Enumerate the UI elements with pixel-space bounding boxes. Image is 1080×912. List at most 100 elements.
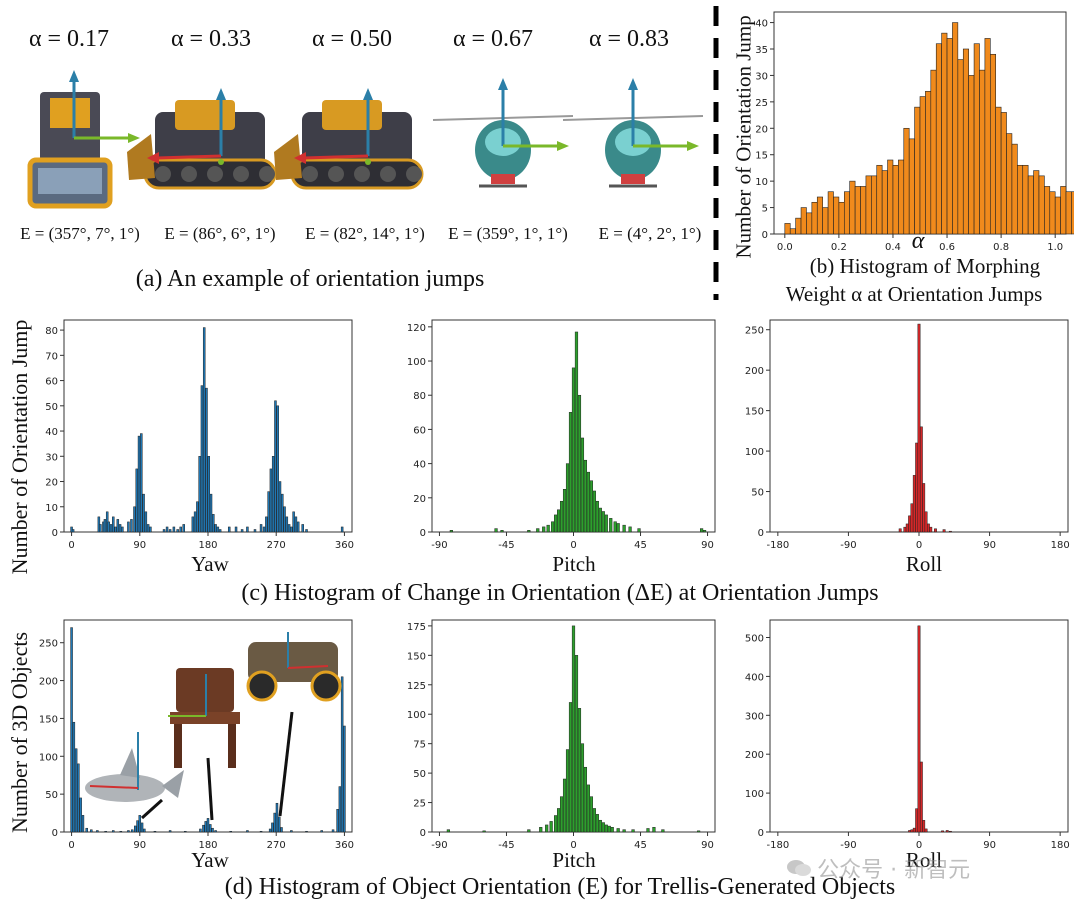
- x-tick-label: -180: [766, 540, 789, 551]
- histogram-bar: [926, 523, 930, 533]
- y-tick-label: 200: [39, 677, 58, 688]
- histogram-bar: [1038, 175, 1045, 235]
- y-tick-label: 175: [407, 622, 426, 633]
- histogram-bar: [305, 529, 308, 533]
- x-tick-label: 360: [335, 840, 354, 851]
- shark-pointer-arrow: [140, 798, 164, 820]
- histogram-bar: [601, 822, 605, 833]
- histogram-bar: [71, 529, 75, 533]
- histogram-bar: [838, 201, 845, 235]
- histogram-bar: [577, 394, 582, 533]
- histogram-bar: [565, 749, 570, 833]
- y-tick-label: 500: [745, 634, 764, 645]
- c-yaw-xlabel: Yaw: [191, 552, 229, 576]
- histogram-bar: [127, 521, 130, 533]
- y-tick-label: 300: [745, 711, 764, 722]
- histogram-bar: [446, 829, 450, 833]
- y-tick-label: 30: [45, 452, 58, 463]
- histogram-bar: [140, 822, 144, 833]
- histogram-bar: [574, 655, 579, 833]
- histogram-bar: [140, 433, 143, 533]
- histogram-bar: [941, 830, 944, 833]
- buggy-object: [246, 632, 342, 817]
- histogram-bar: [198, 456, 201, 533]
- shark-object: [85, 732, 184, 820]
- histogram-bar: [482, 830, 486, 833]
- histogram-bar: [822, 207, 829, 235]
- histogram-bar: [136, 820, 139, 833]
- y-tick-label: 30: [755, 71, 768, 82]
- histogram-bar: [162, 529, 166, 533]
- histogram-bar: [449, 530, 453, 533]
- x-tick-label: 180: [1051, 540, 1070, 551]
- histogram-bar: [165, 526, 169, 533]
- histogram-bar: [962, 48, 969, 235]
- x-tick-label: 45: [634, 540, 647, 551]
- histogram-bar: [144, 511, 148, 533]
- histogram-bar: [283, 506, 286, 533]
- chart-b: 0.0 0.2 0.4 0.6 0.8 1.0 0 5 10 15 20 25 30 35 40: [755, 11, 1074, 253]
- x-tick-label: -90: [431, 840, 447, 851]
- euler-label-3: E = (359°, 1°, 1°): [448, 224, 568, 243]
- alpha-label-3: α = 0.67: [452, 26, 534, 52]
- y-tick-label: 0: [52, 528, 58, 539]
- histogram-bar: [661, 829, 665, 833]
- x-tick-label: 90: [133, 540, 146, 551]
- y-tick-label: 80: [45, 326, 58, 337]
- histogram-bar: [586, 471, 590, 533]
- histogram-bar: [96, 830, 99, 833]
- histogram-bar: [604, 514, 608, 533]
- caption-b-line2: Weight α at Orientation Jumps: [785, 282, 1043, 306]
- histogram-bar: [77, 763, 80, 833]
- y-tick-label: 50: [45, 790, 58, 801]
- histogram-bar: [930, 69, 937, 235]
- y-tick-label: 40: [413, 460, 426, 471]
- y-tick-label: 20: [755, 124, 768, 135]
- histogram-bar: [72, 721, 76, 833]
- histogram-bar: [214, 830, 217, 833]
- histogram-bar: [527, 530, 531, 533]
- y-tick-label: 75: [413, 740, 426, 751]
- histogram-bar: [948, 530, 952, 533]
- y-tick-label: 50: [413, 769, 426, 780]
- histogram-bar: [948, 830, 952, 833]
- histogram-bar: [1022, 164, 1029, 235]
- histogram-bar: [924, 511, 928, 533]
- histogram-bar: [90, 829, 93, 833]
- histogram-bar: [494, 528, 498, 533]
- x-tick-label: 0: [68, 540, 74, 551]
- histogram-bar: [340, 526, 344, 533]
- wechat-icon: [786, 858, 812, 878]
- x-tick-label: 180: [1051, 840, 1070, 851]
- y-tick-label: 100: [407, 357, 426, 368]
- histogram-bar: [700, 528, 704, 533]
- histogram-bar: [112, 516, 115, 533]
- histogram-bar: [271, 456, 275, 533]
- alpha-label-1: α = 0.33: [170, 26, 252, 52]
- chart-c-pitch: -90 -45 0 45 90 0 20 40 60 80 100 120: [407, 319, 716, 551]
- histogram-bar: [134, 825, 137, 833]
- bars: [898, 323, 952, 533]
- y-tick-label: 10: [755, 177, 768, 188]
- histogram-bar: [583, 766, 588, 833]
- histogram-bar: [995, 106, 1002, 235]
- histogram-bar: [202, 327, 206, 533]
- histogram-bar: [539, 827, 543, 833]
- histogram-bar: [1011, 143, 1018, 235]
- histogram-bar: [81, 815, 85, 833]
- histogram-bar: [827, 191, 834, 235]
- alpha-label-0: α = 0.17: [28, 26, 110, 52]
- x-tick-label: 90: [701, 840, 714, 851]
- bulldozer-side-object: [274, 88, 424, 190]
- y-tick-label: 100: [745, 789, 764, 800]
- histogram-bar: [202, 824, 205, 833]
- caption-c: (c) Histogram of Change in Orientation (…: [241, 580, 879, 606]
- histogram-bar: [290, 526, 293, 533]
- histogram-bar: [702, 530, 707, 533]
- histogram-bar: [924, 828, 928, 833]
- histogram-bar: [246, 526, 249, 533]
- histogram-bar: [912, 475, 916, 533]
- histogram-bar: [806, 212, 813, 235]
- histogram-bar: [898, 159, 905, 235]
- histogram-bar: [246, 830, 249, 833]
